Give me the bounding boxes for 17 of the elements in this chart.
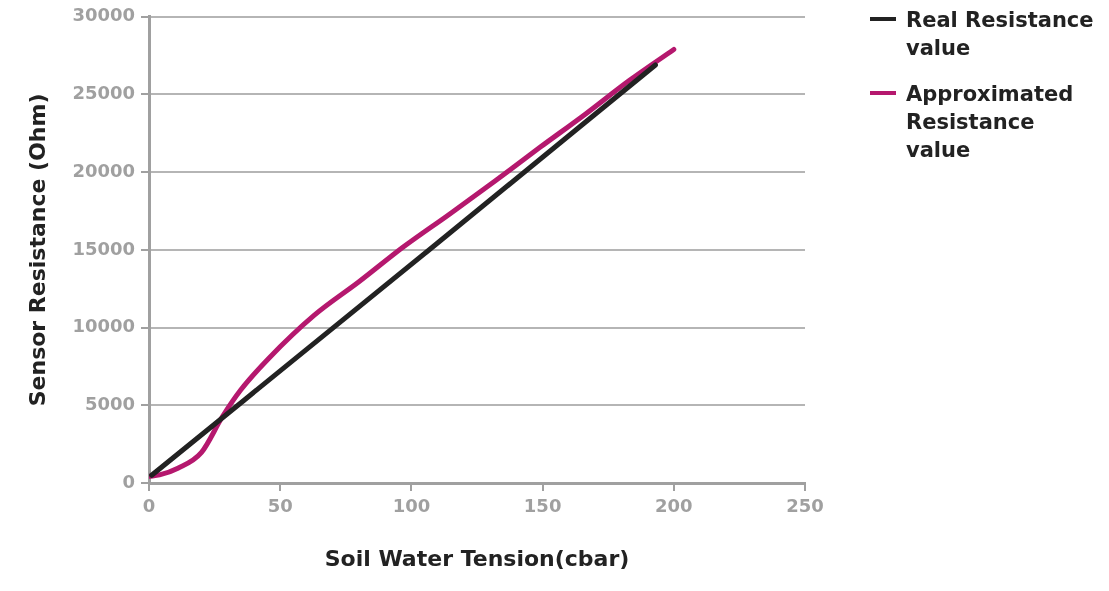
legend-label: Approximated Resistance value (906, 81, 1075, 164)
y-tick-label: 0 (122, 470, 136, 492)
x-tick-label: 50 (267, 495, 293, 517)
x-tick-label: 250 (786, 495, 824, 517)
x-tick-label: 0 (142, 495, 156, 517)
x-tick-label: 200 (655, 495, 693, 517)
y-tick-label: 30000 (72, 4, 136, 26)
y-tick-label: 25000 (72, 82, 136, 104)
y-tick-label: 15000 (72, 237, 136, 259)
x-tick-label: 100 (392, 495, 431, 517)
y-tick-label: 5000 (84, 392, 136, 414)
legend-label: Real Resistance value (906, 7, 1095, 62)
x-axis-title: Soil Water Tension(cbar) (324, 545, 630, 571)
y-tick-label: 20000 (72, 159, 136, 181)
y-axis-title: Sensor Resistance (Ohm) (24, 93, 50, 407)
x-tick-label: 150 (523, 495, 562, 517)
y-tick-label: 10000 (72, 315, 136, 337)
